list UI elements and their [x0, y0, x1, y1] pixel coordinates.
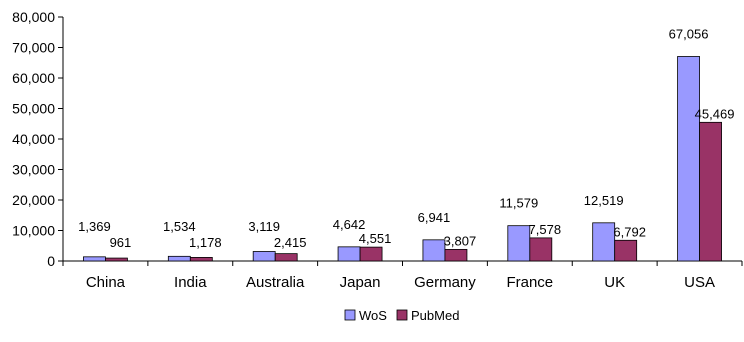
data-label-wos: 6,941	[418, 210, 451, 225]
data-label-pubmed: 1,178	[189, 235, 222, 250]
data-label-pubmed: 45,469	[695, 106, 735, 121]
y-tick-label: 70,000	[12, 40, 55, 56]
legend-label-wos: WoS	[359, 308, 387, 323]
data-label-pubmed: 4,551	[359, 231, 392, 246]
bar-pubmed	[274, 253, 298, 262]
y-tick-label: 20,000	[12, 192, 55, 208]
bar-wos	[592, 222, 616, 262]
bar-wos	[677, 56, 700, 262]
x-category-label: Australia	[246, 274, 305, 291]
x-category-label: France	[506, 274, 553, 291]
bars	[83, 56, 722, 262]
legend-swatch-pubmed	[396, 309, 408, 321]
data-label-pubmed: 2,415	[274, 235, 307, 250]
y-tick-label: 50,000	[12, 101, 55, 117]
data-label-wos: 1,534	[163, 219, 196, 234]
y-axis: 0 10,000 20,000 30,000 40,000 50,000 60,000 70,…	[12, 9, 64, 269]
y-tick-label: 80,000	[12, 9, 55, 25]
y-tick-label: 60,000	[12, 70, 55, 86]
bar-wos	[167, 255, 191, 262]
data-label-pubmed: 6,792	[613, 224, 646, 239]
bar-pubmed	[444, 248, 468, 262]
y-tick-label: 30,000	[12, 162, 55, 178]
bar-wos	[507, 225, 531, 262]
legend: WoS PubMed	[344, 308, 459, 323]
data-label-pubmed: 3,807	[444, 233, 477, 248]
bar-pubmed	[189, 257, 213, 262]
x-category-label: USA	[684, 274, 715, 291]
bar-pubmed	[359, 246, 383, 262]
y-tick-label: 10,000	[12, 223, 55, 239]
bar-wos	[422, 239, 446, 262]
y-tick-label: 40,000	[12, 131, 55, 147]
data-label-wos: 3,119	[248, 219, 280, 234]
legend-label-pubmed: PubMed	[411, 308, 459, 323]
data-label-wos: 12,519	[584, 193, 624, 208]
bar-pubmed	[699, 121, 722, 262]
y-tick-label: 0	[47, 253, 55, 269]
data-label-wos: 4,642	[333, 217, 366, 232]
data-label-wos: 1,369	[78, 219, 111, 234]
bar-wos	[252, 251, 276, 262]
bar-wos	[337, 246, 361, 262]
data-label-wos: 11,579	[499, 196, 538, 211]
x-axis: China India Australia Japan Germany France UK U…	[62, 260, 743, 291]
x-category-label: Japan	[340, 274, 381, 291]
data-labels: 1,369 1,534 3,119 4,642 6,941 11,579 12,519 67,…	[78, 26, 734, 250]
x-category-label: Germany	[414, 274, 476, 291]
data-label-wos: 67,056	[669, 26, 709, 41]
bar-pubmed	[614, 239, 638, 262]
data-label-pubmed: 7,578	[529, 222, 562, 237]
bar-pubmed	[529, 237, 553, 262]
bar-wos	[83, 256, 106, 262]
x-category-label: India	[174, 274, 207, 291]
legend-swatch-wos	[344, 309, 356, 321]
data-label-pubmed: 961	[110, 235, 132, 250]
bar-pubmed	[105, 257, 128, 262]
x-category-label: UK	[604, 274, 625, 291]
x-category-label: China	[86, 274, 126, 291]
